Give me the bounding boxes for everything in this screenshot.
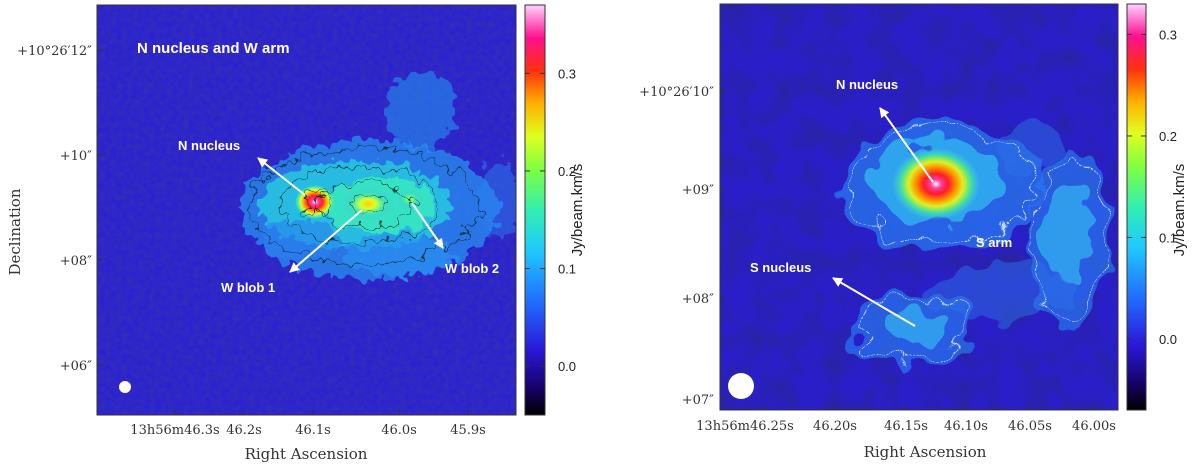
panel-1-annotation-n-nucleus: N nucleus: [178, 138, 240, 153]
panel-2-arrow-n-nucleus: [879, 107, 934, 183]
panel-2-colorbar: [1126, 3, 1147, 411]
panel-1-annotation-w-blob-2: W blob 2: [445, 261, 499, 276]
panel-2-colorbar-ticks: 0.3 0.2 0.1 0.0: [1127, 27, 1177, 347]
panel-2-y-tick-label: +07″: [682, 393, 714, 408]
colorbar-tick-label: 0.2: [558, 164, 576, 179]
panel-1-w-blob-2-peak: [396, 189, 424, 209]
panel-1-title: N nucleus and W arm: [137, 40, 290, 57]
panel-2-contours: [847, 126, 1107, 361]
panel-1-x-tick-label: 46.0s: [381, 423, 417, 438]
panel-1-colorbar-label: Jy/beam.km/s: [569, 164, 586, 257]
panel-2-x-tick-label: 46.20s: [813, 419, 857, 434]
panel-2-annotation-s-nucleus: S nucleus: [750, 260, 811, 275]
panel-2-x-axis-label: Right Ascension: [864, 443, 987, 461]
colorbar-tick-label: 0.1: [1159, 230, 1177, 245]
panel-1-arrow-w-blob-2: [411, 202, 444, 249]
panel-1-colorbar-ticks: 0.3 0.2 0.1 0.0: [525, 66, 576, 374]
panel-2-colorbar-label: Jy/beam.km/s: [1171, 164, 1188, 257]
panel-2-x-tick-label: 46.05s: [1008, 419, 1052, 434]
panel-2-beam: [728, 373, 754, 399]
panel-1-y-tick-label: +08″: [60, 254, 92, 269]
panel-1-y-tick-marks: [97, 49, 469, 415]
panel-2-x-tick-label: 46.00s: [1072, 419, 1116, 434]
panel-2-annotation-s-arm: S arm: [976, 235, 1012, 250]
panel-1-beam: [119, 381, 131, 393]
panel-2-frame: [719, 3, 1119, 411]
panel-1-frame: [96, 4, 517, 416]
panel-1-y-tick-label: +10″: [60, 149, 92, 164]
panel-1-annotation-w-blob-1: W blob 1: [221, 280, 275, 295]
panel-2-x-tick-label: 13h56m46.25s: [696, 419, 794, 434]
panel-2-x-tick-label: 46.10s: [944, 419, 988, 434]
panel-2-y-tick-label: +10°26′10″: [639, 85, 714, 100]
panel-1-arrow-n-nucleus: [257, 157, 306, 196]
panel-2-arrow-s-nucleus: [832, 277, 916, 327]
panel-2-x-tick-label: 46.15s: [884, 419, 928, 434]
panel-2-y-tick-label: +09″: [682, 183, 714, 198]
panel-1-x-tick-label: 46.1s: [295, 423, 331, 438]
panel-1-y-axis-label: Declination: [6, 188, 24, 275]
panel-1-contours: [249, 147, 481, 265]
panel-1-x-tick-label: 13h56m46.3s: [130, 423, 219, 438]
panel-1-w-blob-1-peak: [342, 188, 394, 220]
panel-1-x-axis-label: Right Ascension: [245, 445, 368, 463]
panel-1-colorbar: [524, 4, 546, 416]
panel-1-x-tick-label: 45.9s: [450, 423, 486, 438]
colorbar-tick-label: 0.2: [1159, 129, 1177, 144]
panel-1-n-nucleus-peak: [295, 185, 335, 219]
panel-2-y-tick-label: +08″: [682, 292, 714, 307]
colorbar-tick-label: 0.0: [1159, 332, 1177, 347]
panel-1-x-tick-label: 46.2s: [226, 423, 262, 438]
panel-1: N nucleus and W arm N nucleus W blob 1 W…: [6, 4, 586, 463]
panel-1-arrow-w-blob-1: [289, 209, 363, 273]
colorbar-tick-label: 0.1: [558, 262, 576, 277]
panel-2-annotation-n-nucleus: N nucleus: [836, 77, 898, 92]
colorbar-tick-label: 0.3: [558, 66, 576, 81]
colorbar-tick-label: 0.3: [1159, 27, 1177, 42]
panel-2: N nucleus S nucleus S arm +10°26′10″ +09…: [639, 3, 1188, 461]
panel-1-y-tick-label: +10°26′12″: [17, 44, 92, 59]
colorbar-tick-label: 0.0: [558, 359, 576, 374]
panel-1-y-tick-label: +06″: [60, 359, 92, 374]
panel-2-tick-marks: [720, 90, 1095, 410]
panel-2-n-nucleus-peak: [892, 148, 980, 220]
